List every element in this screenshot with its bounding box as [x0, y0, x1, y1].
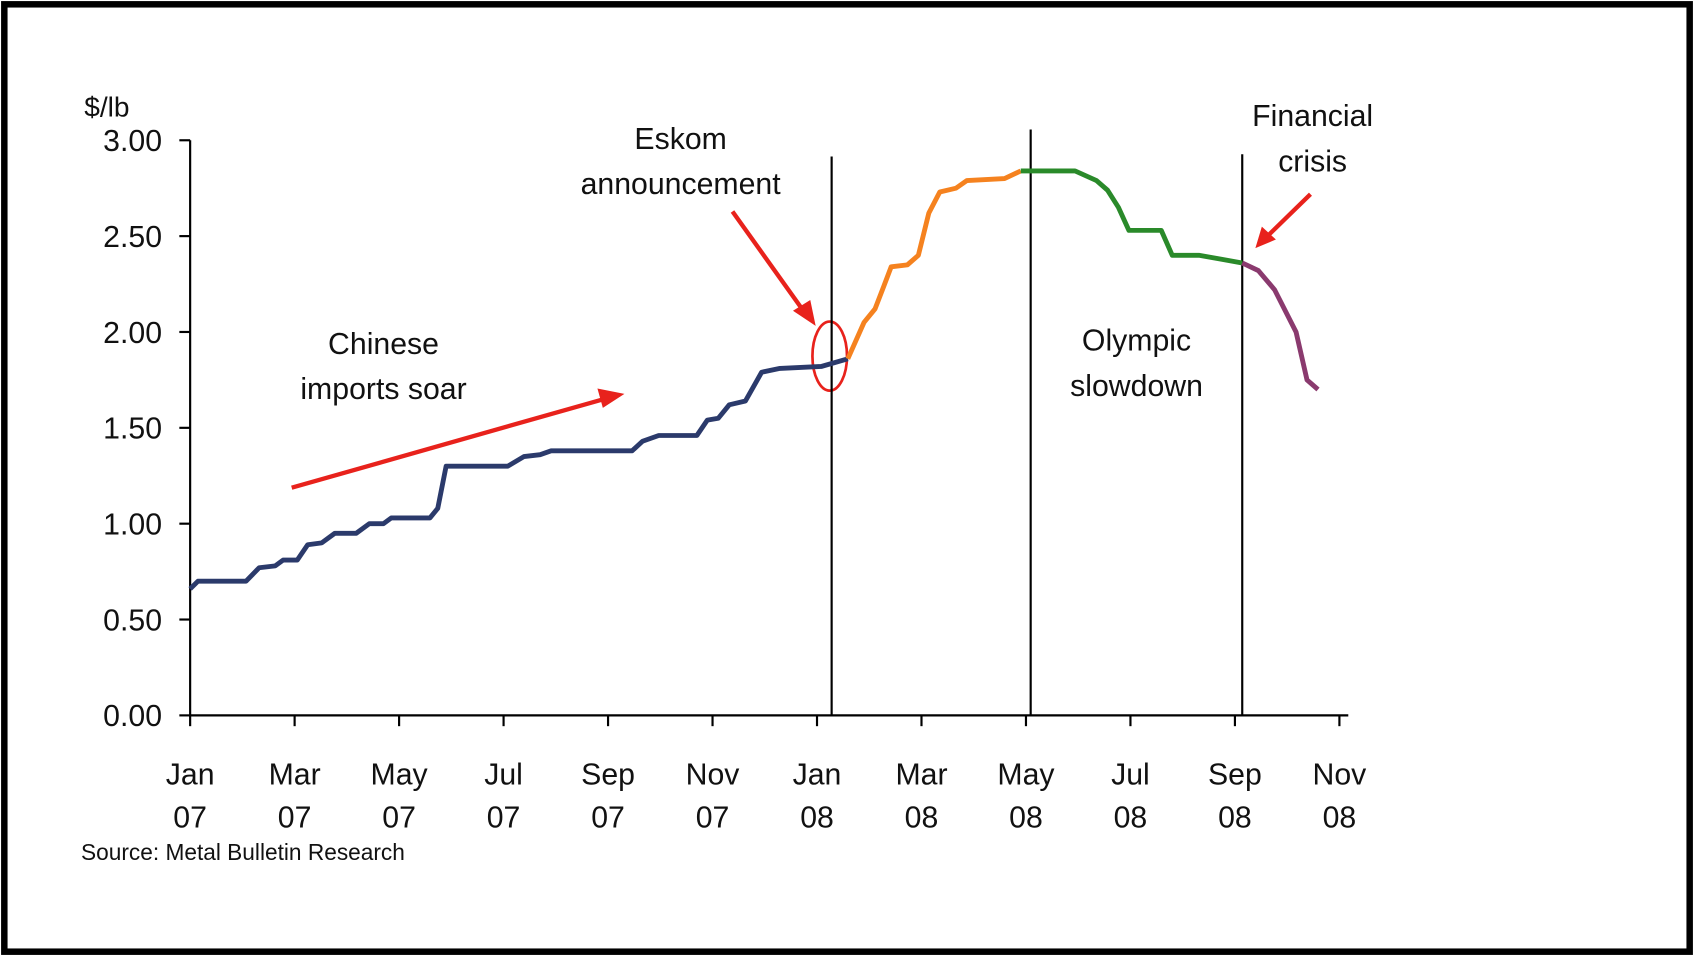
- x-tick-label-line: 08: [1218, 802, 1252, 835]
- y-tick-label: 2.50: [103, 221, 162, 254]
- y-tick-label: 1.00: [103, 508, 162, 541]
- x-tick-label: Jul 07: [484, 758, 523, 834]
- arrow: [730, 210, 807, 315]
- x-tick-label-line: 07: [278, 802, 312, 835]
- x-tick-label-line: 07: [382, 802, 416, 835]
- x-tick-label: Sep 08: [1208, 758, 1262, 834]
- series-line: [845, 168, 1022, 360]
- x-tick-label-line: 08: [905, 802, 939, 835]
- x-tick-label-line: 07: [696, 802, 730, 835]
- arrow-head: [792, 299, 816, 326]
- arrow: [1264, 192, 1312, 239]
- annotation: crisis: [1278, 146, 1347, 179]
- x-tick-label-line: Mar: [895, 758, 947, 791]
- x-tick-label-line: Jan: [166, 758, 215, 791]
- y-tick-label: 2.00: [103, 317, 162, 350]
- y-tick-label: 0.00: [103, 700, 162, 733]
- x-tick-label: Mar 08: [895, 758, 947, 834]
- x-tick-label-line: 07: [591, 802, 625, 835]
- x-tick-label-line: Jul: [484, 758, 523, 791]
- arrow: [291, 396, 608, 490]
- x-tick-label-line: May: [997, 758, 1055, 791]
- x-tick-label: May 07: [371, 758, 429, 834]
- annotation: Olympic: [1082, 325, 1191, 358]
- x-tick-label-line: 07: [487, 802, 521, 835]
- y-tick-label: 1.50: [103, 413, 162, 446]
- x-tick-label-line: Sep: [581, 758, 635, 791]
- x-tick-label-line: Sep: [1208, 758, 1262, 791]
- x-tick-label-line: May: [371, 758, 429, 791]
- series-line: [1241, 260, 1320, 392]
- x-tick-label-line: 08: [800, 802, 834, 835]
- x-tick-label: Jan 07: [166, 758, 215, 834]
- x-tick-label: Mar 07: [269, 758, 321, 834]
- annotation: slowdown: [1070, 370, 1203, 403]
- annotation: Financial: [1252, 100, 1373, 133]
- annotation: Eskom: [634, 123, 726, 156]
- x-tick-label-line: Nov: [686, 758, 740, 791]
- x-tick-label: Nov 08: [1313, 758, 1367, 834]
- x-tick-label: Jul 08: [1111, 758, 1150, 834]
- arrow-head: [1255, 226, 1276, 249]
- x-tick-label: Nov 07: [686, 758, 740, 834]
- x-tick-label: Sep 07: [581, 758, 635, 834]
- annotation: imports soar: [300, 373, 466, 406]
- y-axis-label: $/lb: [84, 92, 129, 123]
- source: Source: Metal Bulletin Research: [81, 839, 405, 865]
- x-tick-label-line: 08: [1323, 802, 1357, 835]
- x-tick-label-line: 08: [1114, 802, 1148, 835]
- x-tick-label-line: Mar: [269, 758, 321, 791]
- x-tick-label: Jan 08: [793, 758, 842, 834]
- y-tick-label: 3.00: [103, 125, 162, 158]
- series-line: [1020, 168, 1243, 266]
- y-tick-label: 0.50: [103, 604, 162, 637]
- x-tick-label-line: Jan: [793, 758, 842, 791]
- arrows: [291, 192, 1312, 490]
- x-tick-label: May 08: [997, 758, 1055, 834]
- x-tick-label-line: 07: [173, 802, 207, 835]
- x-tick-label-line: 08: [1009, 802, 1043, 835]
- series-line: [188, 356, 849, 591]
- x-tick-label-line: Jul: [1111, 758, 1150, 791]
- arrow-head: [597, 388, 625, 408]
- x-tick-label-line: Nov: [1313, 758, 1367, 791]
- annotation: announcement: [581, 168, 782, 201]
- annotation: Chinese: [328, 328, 439, 361]
